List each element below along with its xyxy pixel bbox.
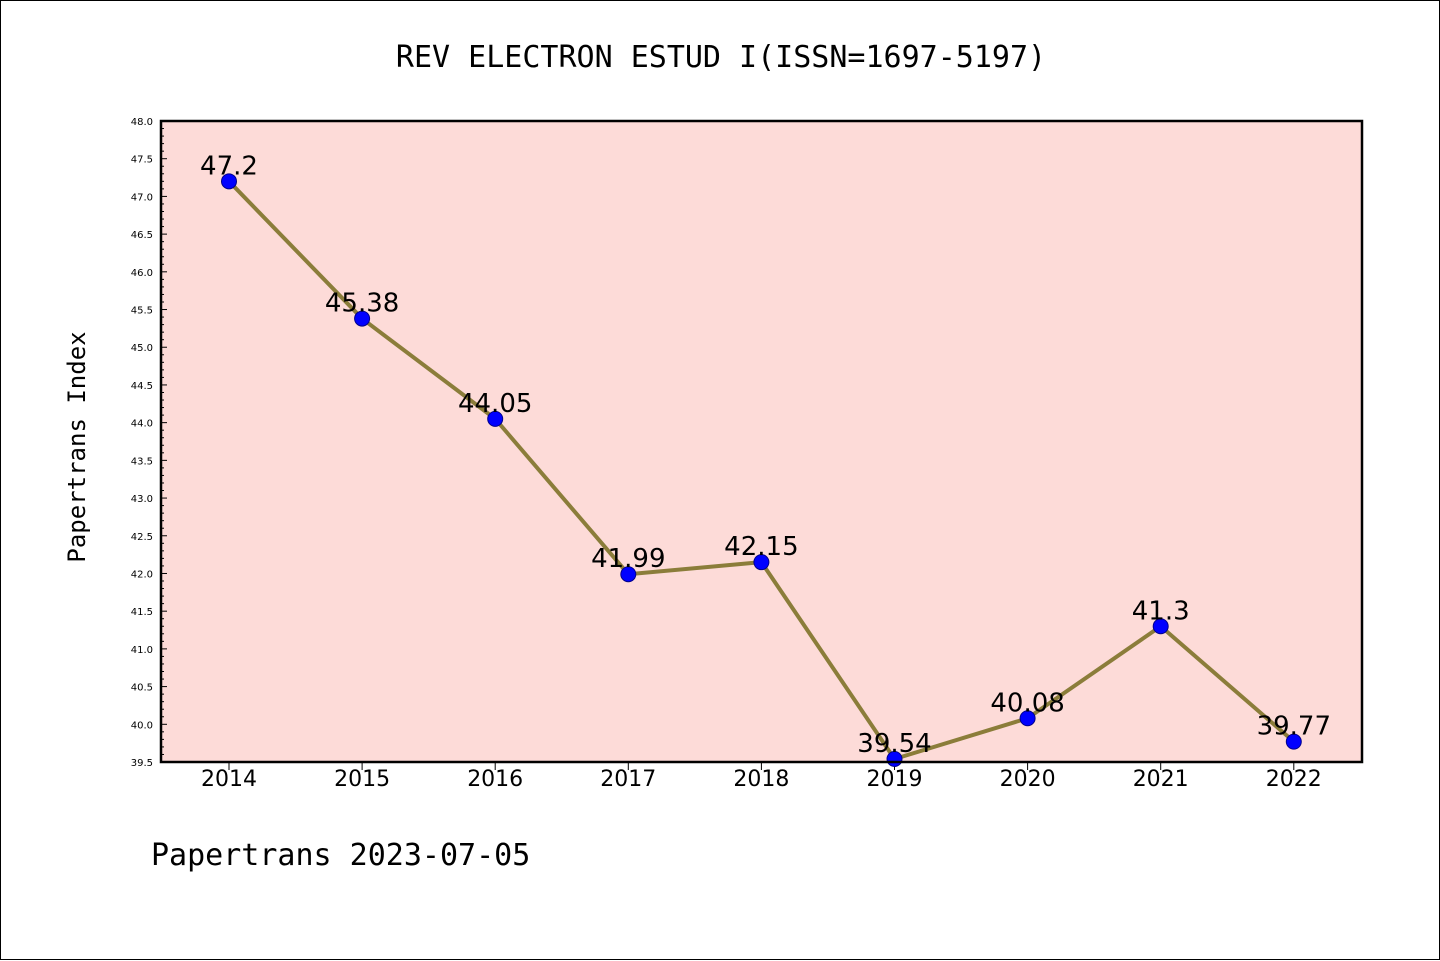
y-tick-label: 48.0	[131, 117, 153, 128]
y-tick-label: 40.0	[131, 720, 153, 731]
data-point	[221, 173, 237, 190]
x-tick-label: 2021	[1133, 767, 1189, 792]
y-tick-label: 45.0	[131, 343, 153, 354]
data-label: 39.54	[857, 729, 931, 759]
y-tick-label: 40.5	[131, 683, 153, 694]
y-tick-label: 47.5	[131, 155, 153, 166]
y-tick-label: 39.5	[131, 758, 153, 769]
data-point	[753, 554, 770, 571]
x-tick-label: 2017	[600, 767, 656, 792]
data-label: 41.99	[591, 544, 665, 574]
plot-area	[161, 121, 1362, 762]
y-tick-label: 42.0	[131, 569, 153, 580]
data-point	[354, 310, 371, 327]
y-tick-label: 46.0	[131, 268, 153, 279]
y-tick-label: 44.0	[131, 419, 153, 430]
x-tick-label: 2022	[1266, 767, 1322, 792]
x-tick-label: 2018	[733, 767, 789, 792]
y-tick-label: 41.5	[131, 607, 153, 618]
y-tick-label: 43.5	[131, 456, 153, 467]
x-tick-label: 2020	[1000, 767, 1056, 792]
data-label: 44.05	[458, 389, 532, 419]
y-tick-label: 41.0	[131, 645, 153, 656]
x-tick-label: 2016	[467, 767, 523, 792]
data-point	[487, 410, 504, 427]
data-label: 40.08	[990, 688, 1064, 718]
chart-title: REV ELECTRON ESTUD I(ISSN=1697-5197)	[396, 40, 1046, 75]
data-point	[620, 566, 637, 583]
data-label: 42.15	[724, 532, 798, 562]
data-markers	[221, 173, 1302, 767]
y-tick-label: 46.5	[131, 230, 153, 241]
x-tick-label: 2014	[201, 767, 257, 792]
data-label: 45.38	[325, 289, 399, 319]
y-tick-label: 42.5	[131, 532, 153, 543]
data-labels: 47.2 45.38 44.05 41.99 42.15 39.54 40.08 41.3 39…	[200, 151, 1331, 759]
footer-text: Papertrans 2023-07-05	[151, 838, 530, 873]
y-tick-label: 44.5	[131, 381, 153, 392]
y-tick-label: 45.5	[131, 306, 153, 317]
y-tick-label: 43.0	[131, 494, 153, 505]
data-label: 39.77	[1257, 712, 1331, 742]
data-label: 41.3	[1132, 596, 1190, 626]
data-point	[1285, 733, 1302, 750]
x-tick-label: 2015	[334, 767, 390, 792]
data-label: 47.2	[200, 151, 258, 181]
data-point	[1152, 618, 1169, 635]
x-axis-ticks: 2014 2015 2016 2017 2018 2019 2020 2021 2022	[201, 762, 1322, 792]
y-tick-label: 47.0	[131, 192, 153, 203]
x-tick-label: 2019	[867, 767, 923, 792]
y-axis-label: Papertrans Index	[63, 331, 91, 562]
plot-border	[159, 119, 1364, 764]
data-point	[1019, 710, 1036, 727]
